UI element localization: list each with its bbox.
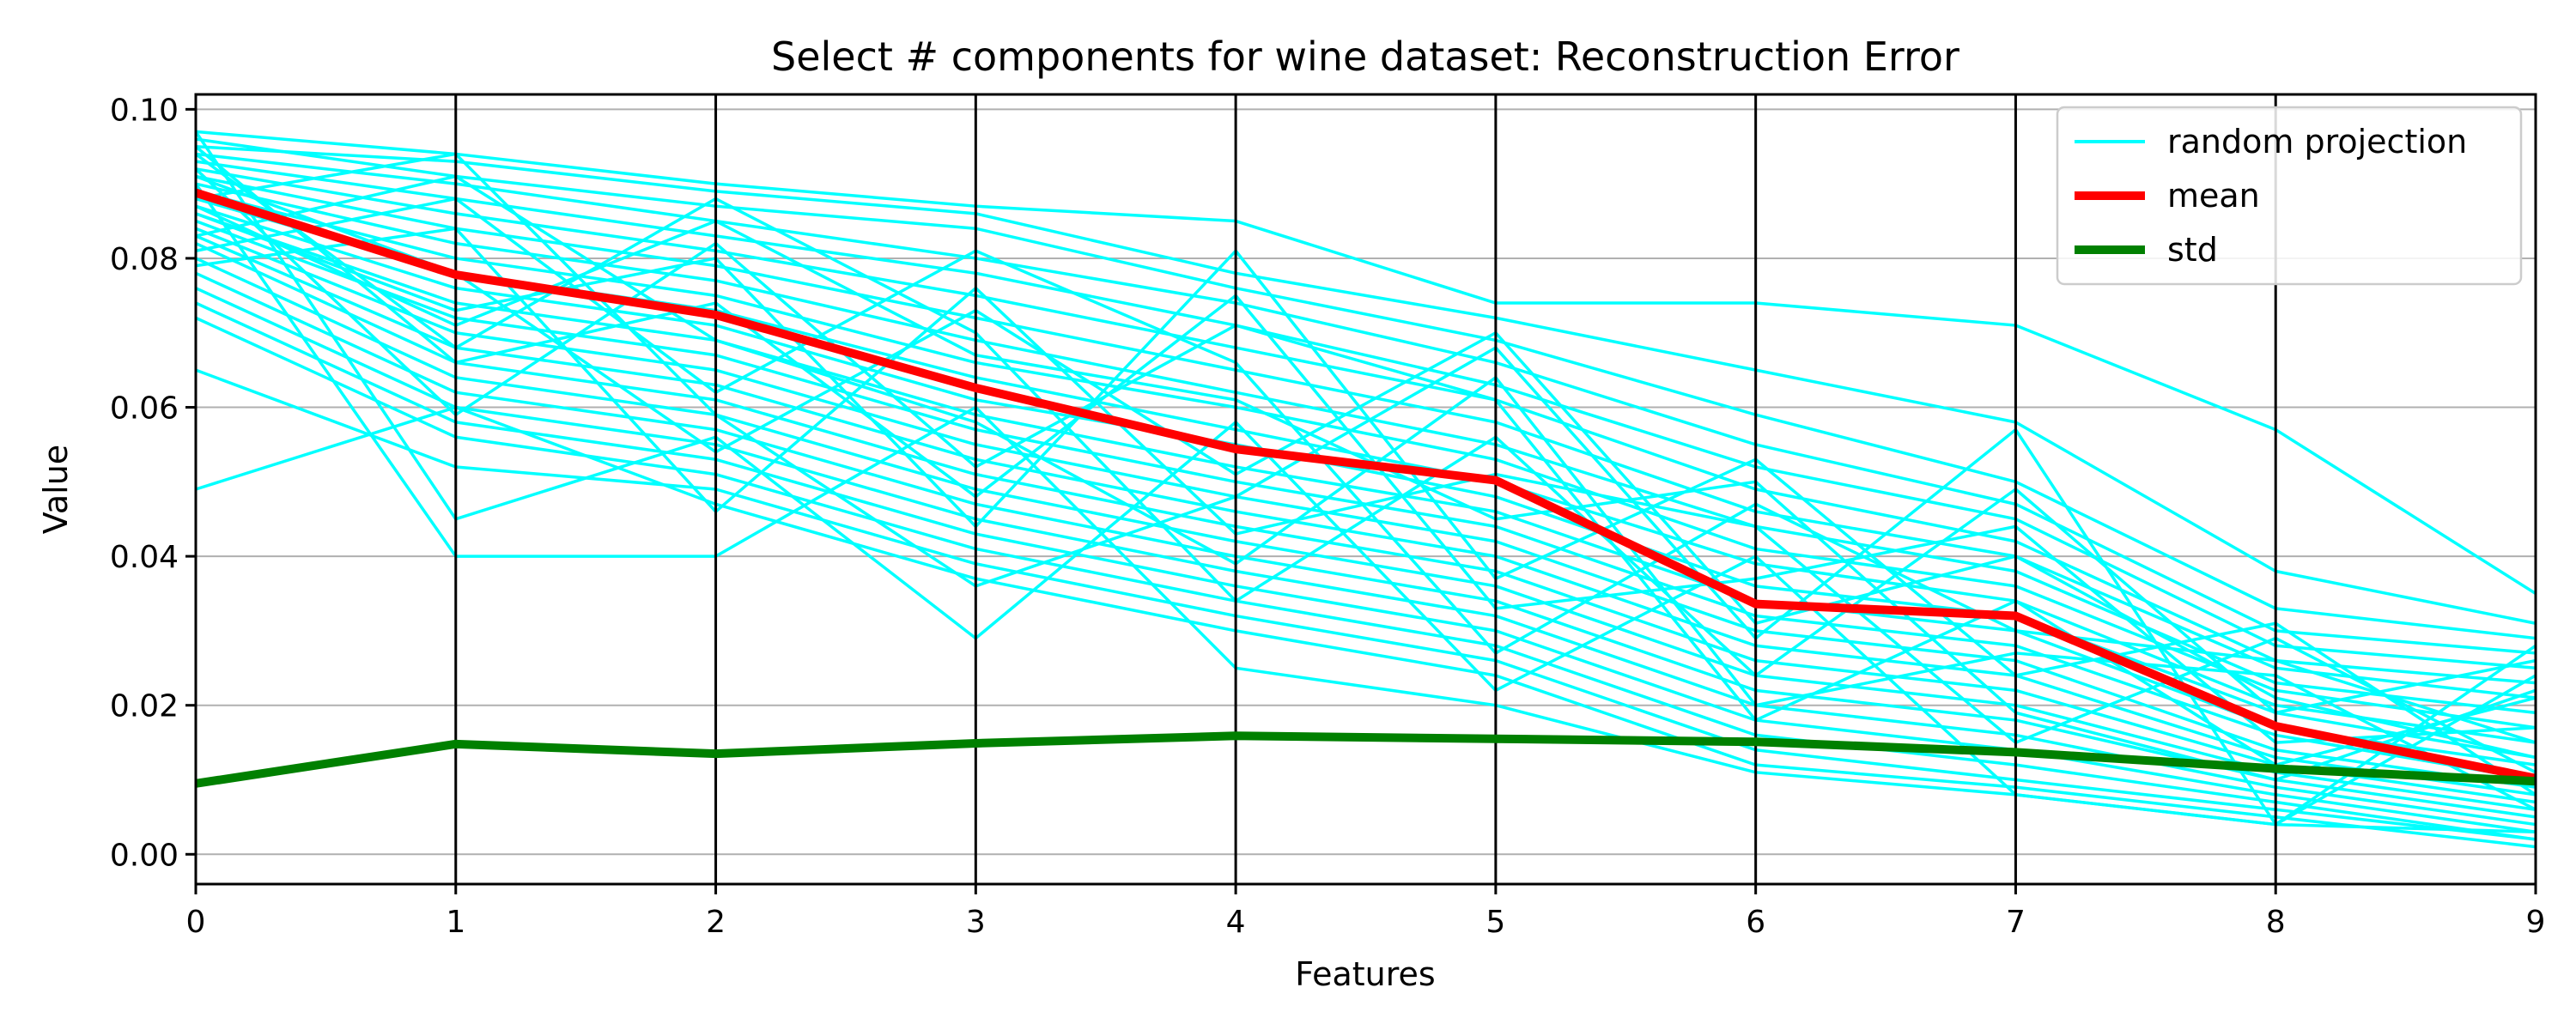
random-projection-line-34 <box>195 174 2537 760</box>
random-projection-line-11 <box>195 212 2537 766</box>
x-axis-label: Features <box>1295 955 1435 993</box>
summary-lines <box>194 188 2537 788</box>
y-axis-label: Value <box>37 445 75 534</box>
y-tick-label-2: 0.04 <box>110 540 179 575</box>
random-projection-line-24 <box>194 183 2537 827</box>
mean-line <box>194 188 2537 783</box>
random-projection-line-22 <box>195 405 2537 849</box>
random-projection-line-30 <box>195 227 2537 774</box>
y-tick-label-5: 0.10 <box>110 93 179 128</box>
x-tick-label-7: 7 <box>2006 905 2026 940</box>
x-tick-label-1: 1 <box>446 905 465 940</box>
legend: random projection mean std <box>2056 106 2523 286</box>
chart-title: Select # components for wine dataset: Re… <box>771 33 1959 80</box>
legend-label-1: mean <box>2167 177 2260 215</box>
y-tick-label-3: 0.06 <box>110 391 179 427</box>
y-tick-label-4: 0.08 <box>110 242 179 277</box>
plot-frame <box>194 93 2537 886</box>
random-projection-line-4 <box>195 160 2537 670</box>
random-projection-line-14 <box>195 234 2537 797</box>
legend-label-0: random projection <box>2167 123 2467 161</box>
y-tick-label-1: 0.02 <box>110 689 179 724</box>
x-tick-label-9: 9 <box>2526 905 2546 940</box>
y-tick-label-0: 0.00 <box>110 838 179 873</box>
x-tick-label-0: 0 <box>186 905 206 940</box>
x-tick-label-6: 6 <box>1746 905 1765 940</box>
random-projection-line-19 <box>195 301 2537 833</box>
random-projection-lines <box>194 94 2537 884</box>
x-tick-label-5: 5 <box>1485 905 1505 940</box>
random-projection-line-32 <box>195 174 2537 811</box>
x-tick-label-4: 4 <box>1226 905 1246 940</box>
std-line <box>195 731 2537 788</box>
tick-layer: 0.00 0.02 0.04 0.06 0.08 0.10 0 1 2 3 4 5 6 7 8 9 <box>110 93 2546 940</box>
random-projection-line-0 <box>195 130 2537 595</box>
random-projection-line-15 <box>195 241 2537 804</box>
random-projection-line-29 <box>194 167 2537 766</box>
random-projection-line-6 <box>195 174 2537 700</box>
x-tick-label-8: 8 <box>2266 905 2286 940</box>
random-projection-line-2 <box>195 137 2537 640</box>
legend-box <box>2056 106 2523 286</box>
random-projection-line-8 <box>195 190 2537 730</box>
random-projection-line-33 <box>195 204 2537 782</box>
legend-label-2: std <box>2167 231 2218 269</box>
x-tick-label-2: 2 <box>706 905 726 940</box>
random-projection-line-16 <box>195 257 2537 811</box>
random-projection-line-26 <box>195 212 2537 797</box>
random-projection-line-3 <box>195 152 2537 655</box>
random-projection-line-1 <box>195 145 2537 625</box>
random-projection-line-17 <box>195 271 2537 819</box>
x-tick-label-3: 3 <box>966 905 986 940</box>
random-projection-line-31 <box>194 145 2537 744</box>
